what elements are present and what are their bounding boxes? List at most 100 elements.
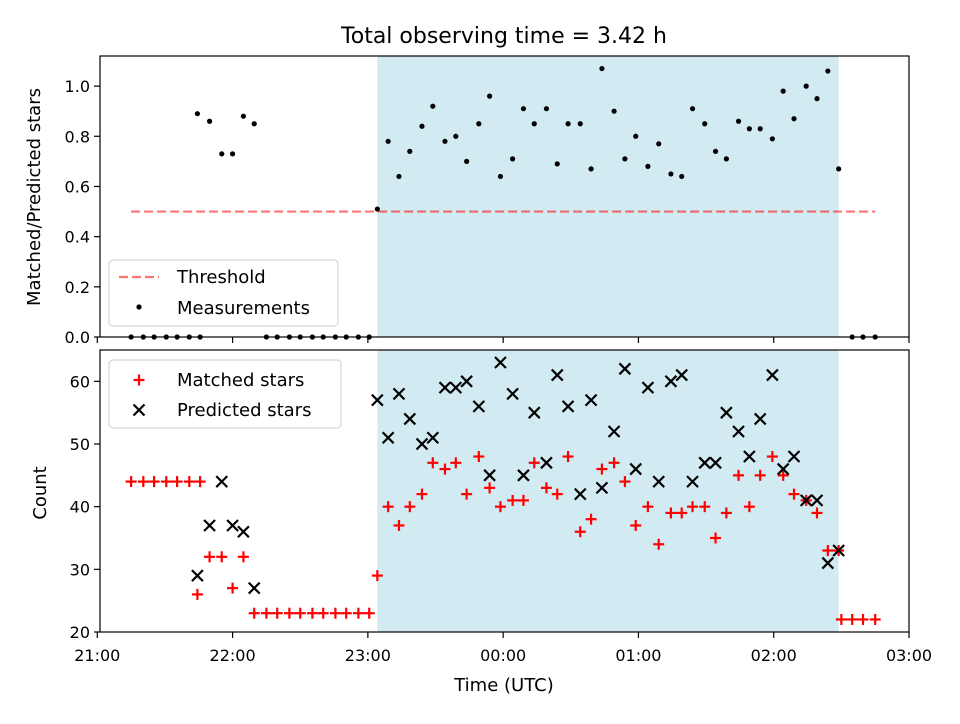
measurement-point [194, 111, 201, 117]
matched-star-marker [125, 476, 137, 488]
legend-measurement-swatch [136, 304, 142, 310]
predicted-star-marker [720, 406, 733, 419]
predicted-star-marker [709, 456, 722, 470]
measurement-point [757, 126, 763, 132]
matched-star-marker [352, 607, 364, 619]
matched-star-marker [811, 507, 823, 519]
matched-star-marker [528, 457, 540, 469]
predicted-star-marker [787, 450, 801, 463]
y-tick-label: 0.4 [65, 228, 90, 247]
matched-star-marker [227, 582, 239, 594]
matched-star-marker [271, 607, 283, 619]
predicted-star-marker [506, 387, 519, 401]
matched-star-marker [461, 488, 473, 500]
measurement-point [543, 106, 550, 112]
legend-predicted-label: Predicted stars [177, 400, 311, 421]
matched-star-marker [822, 545, 834, 557]
xlabel: Time (UTC) [453, 675, 554, 696]
predicted-star-marker [527, 406, 541, 419]
matched-star-marker [562, 451, 574, 463]
measurement-point [219, 151, 225, 157]
matched-star-marker [416, 488, 428, 500]
measurement-point [251, 121, 257, 127]
measurement-point [769, 136, 775, 142]
matched-star-marker [427, 457, 439, 469]
y-tick-label: 0.2 [65, 278, 90, 297]
y-tick-label: 1.0 [65, 77, 90, 96]
measurement-point [407, 148, 413, 154]
predicted-star-marker [438, 381, 452, 394]
matched-star-marker [733, 469, 745, 481]
legend: Threshold Measurements [108, 259, 339, 327]
y-tick-label: 30 [70, 560, 90, 579]
panel-count: 20 30 40 50 60 21:00 22:00 23:00 00:00 01:00 02:00… [70, 349, 932, 665]
matched-star-marker [754, 469, 766, 481]
predicted-star-marker [675, 368, 689, 382]
measurement-point [374, 206, 380, 212]
measurement-point [577, 121, 583, 127]
measurement-point [622, 156, 628, 162]
matched-star-marker [191, 588, 203, 600]
matched-star-marker [371, 570, 383, 582]
matched-star-marker [248, 607, 260, 619]
measurement-point [240, 113, 247, 119]
matched-star-marker [653, 538, 665, 550]
predicted-star-marker [776, 462, 790, 476]
legend-matched-label: Matched stars [177, 370, 304, 391]
chart-title: Total observing time = 3.42 h [340, 24, 667, 49]
predicted-star-marker [226, 519, 239, 532]
predicted-star-marker [237, 525, 250, 539]
y-tick-label: 60 [70, 372, 90, 391]
matched-star-marker [473, 451, 485, 463]
matched-star-marker [857, 613, 869, 625]
measurement-point [464, 158, 470, 164]
measurement-point [836, 166, 842, 172]
measurement-point [229, 151, 236, 157]
predicted-star-marker [595, 481, 609, 495]
predicted-star-marker [371, 393, 384, 407]
measurement-point [497, 173, 504, 180]
predicted-star-marker [203, 519, 216, 532]
matched-star-marker [687, 501, 699, 513]
matched-star-marker [720, 507, 732, 519]
predicted-star-marker [641, 381, 655, 394]
matched-star-marker [204, 551, 216, 563]
matched-star-marker [665, 507, 677, 519]
measurement-point [633, 133, 639, 139]
predicted-star-marker [832, 544, 845, 557]
matched-star-marker [294, 607, 306, 619]
predicted-star-marker [550, 368, 564, 382]
matched-star-marker [585, 513, 597, 525]
predicted-star-marker [584, 393, 598, 407]
observing-window-shade [377, 350, 839, 632]
measurement-point [396, 173, 402, 180]
predicted-star-marker [483, 469, 496, 482]
matched-star-marker [835, 613, 847, 625]
measurement-point [702, 121, 708, 127]
matched-star-marker [171, 476, 183, 488]
predicted-star-marker [215, 475, 229, 488]
y-tick-label: 20 [70, 623, 90, 642]
matched-star-marker [630, 519, 642, 531]
predicted-star-marker [460, 375, 473, 388]
predicted-star-marker [766, 368, 779, 382]
axes-frame [99, 55, 910, 338]
measurement-point [442, 138, 448, 144]
x-tick-label: 01:00 [615, 646, 661, 665]
matched-star-marker [404, 501, 416, 513]
measurement-point [430, 103, 436, 109]
measurement-point [712, 148, 719, 154]
predicted-star-marker [381, 431, 395, 445]
x-tick-label: 21:00 [74, 646, 120, 665]
matched-star-marker [393, 519, 405, 531]
predicted-star-marker [415, 437, 429, 451]
matched-star-marker [869, 613, 881, 625]
legend-predicted-swatch [132, 403, 146, 417]
measurement-point [679, 173, 685, 180]
predicted-star-marker [573, 487, 587, 501]
measurement-point [791, 116, 797, 122]
predicted-star-marker [652, 475, 666, 488]
matched-star-marker [608, 457, 620, 469]
matched-star-marker [710, 532, 722, 544]
